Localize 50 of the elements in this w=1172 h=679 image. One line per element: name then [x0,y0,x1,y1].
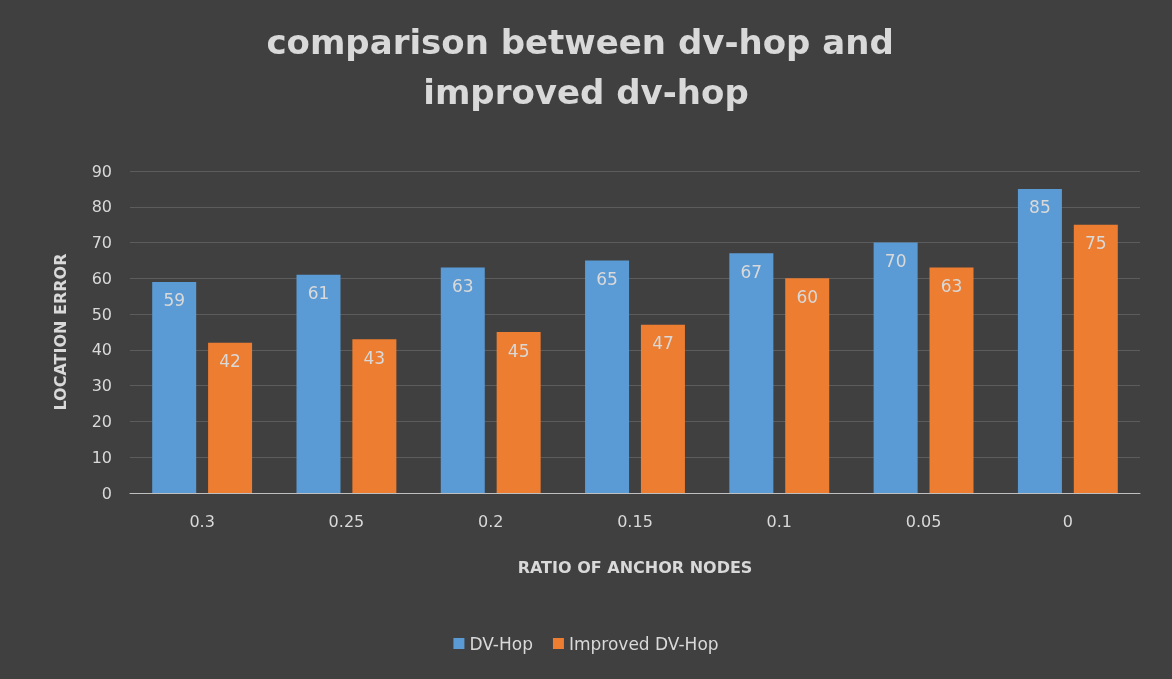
data-label: 75 [1084,233,1107,254]
y-tick-label: 70 [91,233,112,253]
x-tick-label: 0.15 [617,511,653,531]
data-label: 65 [596,268,618,289]
y-axis-title: LOCATION ERROR [50,253,70,411]
data-label: 47 [652,333,674,354]
bar [640,324,685,493]
y-tick-label: 60 [91,268,112,288]
bar [496,332,541,493]
bar [873,242,918,493]
data-label: 43 [363,347,386,368]
data-label: 60 [796,286,819,307]
x-tick-label: 0.1 [766,511,793,531]
bar [440,267,485,493]
bar [1073,224,1118,493]
data-label: 59 [163,290,186,311]
chart-title: comparison between dv-hop and improved dv-hop [266,22,906,112]
bar [296,274,341,493]
bar [785,278,830,493]
data-label: 45 [507,340,530,361]
bar [208,342,253,493]
y-tick-label: 10 [91,447,112,467]
bar [352,339,397,493]
bar [729,253,774,493]
y-tick-label: 0 [101,483,112,503]
x-tick-label: 0.05 [905,511,942,531]
data-label: 67 [740,261,763,282]
bar [585,260,630,493]
y-tick-label: 80 [91,197,112,217]
bar [152,281,197,493]
legend-label: DV-Hop [469,633,533,654]
y-tick-label: 50 [91,304,112,324]
data-label: 63 [940,276,963,297]
y-tick-label: 40 [91,340,112,360]
bar [929,267,974,493]
y-tick-label: 90 [91,161,112,181]
x-tick-label: 0 [1062,511,1073,531]
x-tick-label: 0.3 [189,511,215,531]
x-axis-title: RATIO OF ANCHOR NODES [517,557,753,577]
data-label: 63 [451,276,474,297]
x-tick-label: 0.2 [477,511,504,531]
data-label: 61 [307,283,330,304]
legend-label: Improved DV-Hop [568,633,719,654]
x-tick-label: 0.25 [328,511,365,531]
data-label: 42 [219,351,241,372]
data-label: 70 [884,251,907,272]
data-label: 85 [1029,197,1051,218]
bar [1017,188,1062,493]
y-tick-label: 20 [91,411,112,431]
y-tick-label: 30 [91,376,112,396]
